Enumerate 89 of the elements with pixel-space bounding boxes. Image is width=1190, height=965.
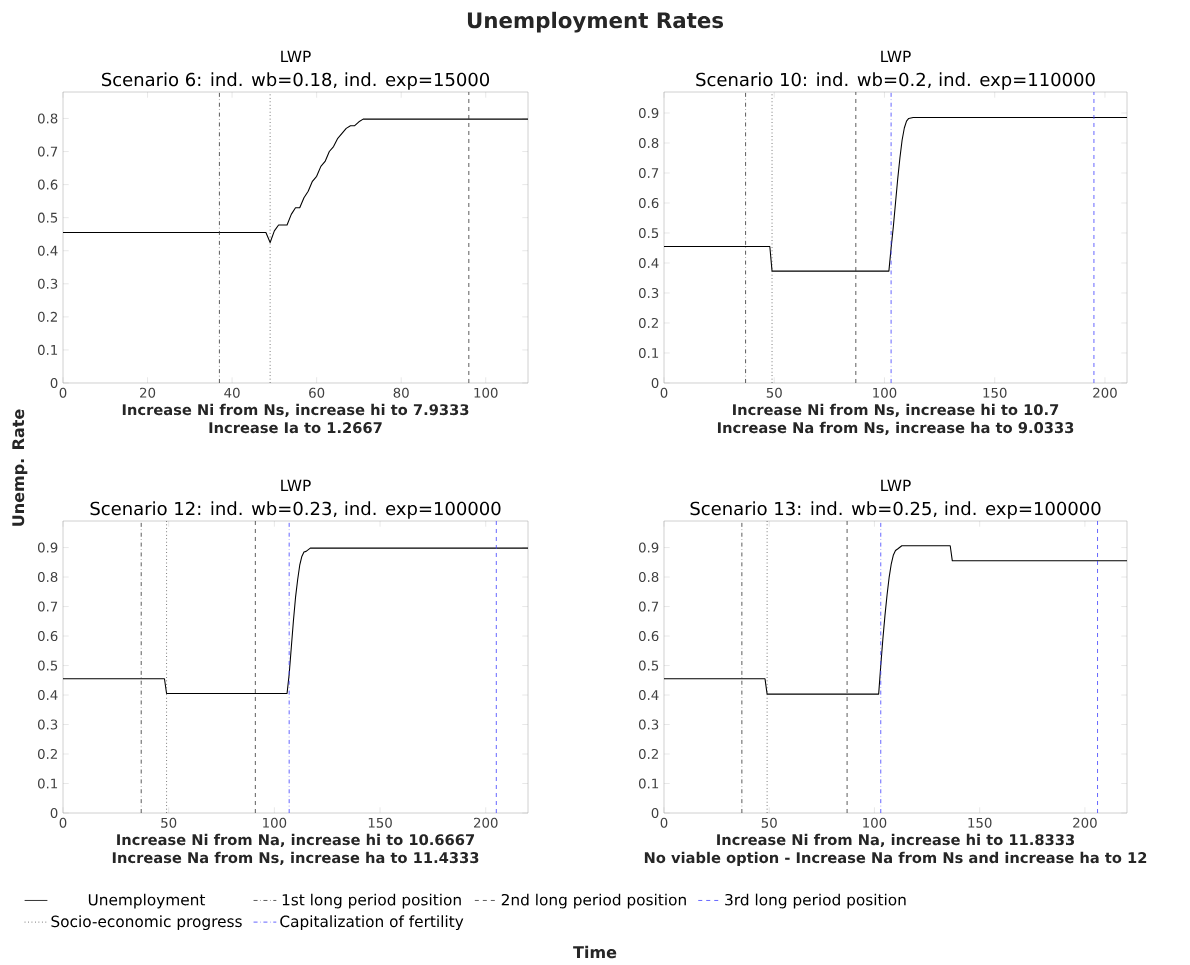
y-tick-label: 0.3 <box>37 278 58 289</box>
chart-subtitle: Scenario 13: ind. wb=0.25, ind. exp=100000 <box>690 501 1101 519</box>
x-tick-label: 0 <box>660 817 668 828</box>
x-tick-label: 150 <box>983 387 1007 398</box>
y-tick-label: 0.1 <box>638 778 659 789</box>
x-tick-label: 200 <box>1093 387 1117 398</box>
text: Increase Na from Ns, increase ha to 9.0333 <box>717 421 1074 436</box>
x-tick-label: 100 <box>873 387 897 398</box>
y-tick-label: 0.6 <box>638 197 659 209</box>
y-tick-label: 0.6 <box>37 179 58 190</box>
x-tick-label: 40 <box>224 387 240 398</box>
x-tick-label: 0 <box>59 387 67 398</box>
x-tick-label: 80 <box>393 387 409 398</box>
x-tick-label: 50 <box>766 387 782 398</box>
line-series <box>663 116 1128 272</box>
y-tick-label: 0.6 <box>37 630 58 642</box>
y-tick-label: 0.9 <box>638 107 659 119</box>
y-tick-label: 0.9 <box>37 542 58 553</box>
x-tick-label: 150 <box>368 817 392 828</box>
chart-title: LWP <box>281 479 311 492</box>
y-tick-label: 0.4 <box>638 257 659 269</box>
line-series <box>663 545 1128 695</box>
y-tick-label: 0.2 <box>638 748 658 760</box>
x-axis-title: Increase Ni from Ns, increase hi to 7.9333 <box>122 403 469 418</box>
x-tick-label: 60 <box>309 387 325 398</box>
y-tick-label: 0.8 <box>37 113 58 124</box>
y-tick-label: 0.2 <box>37 311 57 322</box>
x-tick-label: 150 <box>968 817 992 828</box>
text: Unemp. Rate <box>12 409 28 526</box>
text: Unemployment <box>88 893 206 909</box>
x-tick-label: 100 <box>474 387 498 398</box>
y-tick-label: 0.5 <box>638 660 659 671</box>
y-tick-label: 0.9 <box>638 542 659 553</box>
y-tick-label: 0.7 <box>638 601 659 612</box>
text: Unemployment Rates <box>467 11 724 33</box>
y-tick-label: 0 <box>651 377 659 389</box>
y-tick-label: 0.1 <box>37 778 58 789</box>
x-tick-label: 100 <box>263 817 287 828</box>
chart-title: LWP <box>881 479 911 492</box>
x-tick-label: 20 <box>140 387 156 398</box>
text: Increase Ia to 1.2667 <box>209 422 382 434</box>
chart-subtitle: Scenario 6: ind. wb=0.18, ind. exp=15000 <box>101 72 490 90</box>
line-series <box>62 118 529 243</box>
chart-subtitle: Scenario 12: ind. wb=0.23, ind. exp=100000 <box>90 501 501 519</box>
line-series <box>62 547 529 695</box>
legend-label: Capitalization of fertility <box>280 915 464 931</box>
y-tick-label: 0.2 <box>638 317 658 329</box>
y-tick-label: 0.7 <box>37 146 58 157</box>
legend-label: 1st long period position <box>282 893 461 909</box>
legend-label: 3rd long period position <box>725 893 906 909</box>
text: Time <box>573 945 617 959</box>
legend-label: Socio-economic progress <box>51 915 242 931</box>
x-tick-label: 100 <box>863 817 887 828</box>
y-tick-label: 0.5 <box>37 660 58 671</box>
x-axis-title: Increase Ni from Ns, increase hi to 10.7 <box>733 403 1059 418</box>
y-tick-label: 0 <box>50 807 58 819</box>
y-tick-label: 0 <box>651 807 659 819</box>
legend-label: 2nd long period position <box>501 893 686 909</box>
y-tick-label: 0.4 <box>37 245 58 256</box>
text: No viable option - Increase Na from Ns and increase ha to 12 <box>644 851 1147 867</box>
x-tick-label: 50 <box>761 817 777 828</box>
y-tick-label: 0.3 <box>638 719 659 730</box>
x-tick-label: 50 <box>161 817 177 828</box>
text: Increase Na from Ns, increase ha to 11.4333 <box>112 851 479 866</box>
y-tick-label: 0.8 <box>638 137 659 149</box>
y-tick-label: 0.2 <box>37 748 57 760</box>
chart-title: LWP <box>881 50 911 62</box>
x-axis-title: Increase Ni from Na, increase hi to 11.8333 <box>717 833 1075 848</box>
x-tick-label: 200 <box>473 817 498 828</box>
x-tick-label: 0 <box>660 387 668 398</box>
y-tick-label: 0.7 <box>638 167 659 179</box>
x-tick-label: 0 <box>59 817 67 828</box>
y-tick-label: 0 <box>50 377 58 389</box>
chart-title: LWP <box>281 50 311 62</box>
x-axis-title: Increase Ni from Na, increase hi to 10.6667 <box>117 833 475 848</box>
y-tick-label: 0.4 <box>638 689 659 701</box>
y-tick-label: 0.3 <box>638 287 659 299</box>
x-tick-label: 200 <box>1073 817 1097 828</box>
chart-subtitle: Scenario 10: ind. wb=0.2, ind. exp=110000 <box>696 72 1095 90</box>
y-tick-label: 0.8 <box>37 571 58 583</box>
y-tick-label: 0.8 <box>638 571 659 583</box>
y-tick-label: 0.4 <box>37 689 58 701</box>
y-tick-label: 0.5 <box>37 212 58 223</box>
y-tick-label: 0.1 <box>37 344 58 355</box>
y-tick-label: 0.6 <box>638 630 659 642</box>
y-tick-label: 0.1 <box>638 347 659 359</box>
y-tick-label: 0.5 <box>638 227 659 239</box>
y-tick-label: 0.3 <box>37 719 58 730</box>
y-tick-label: 0.7 <box>37 601 58 612</box>
